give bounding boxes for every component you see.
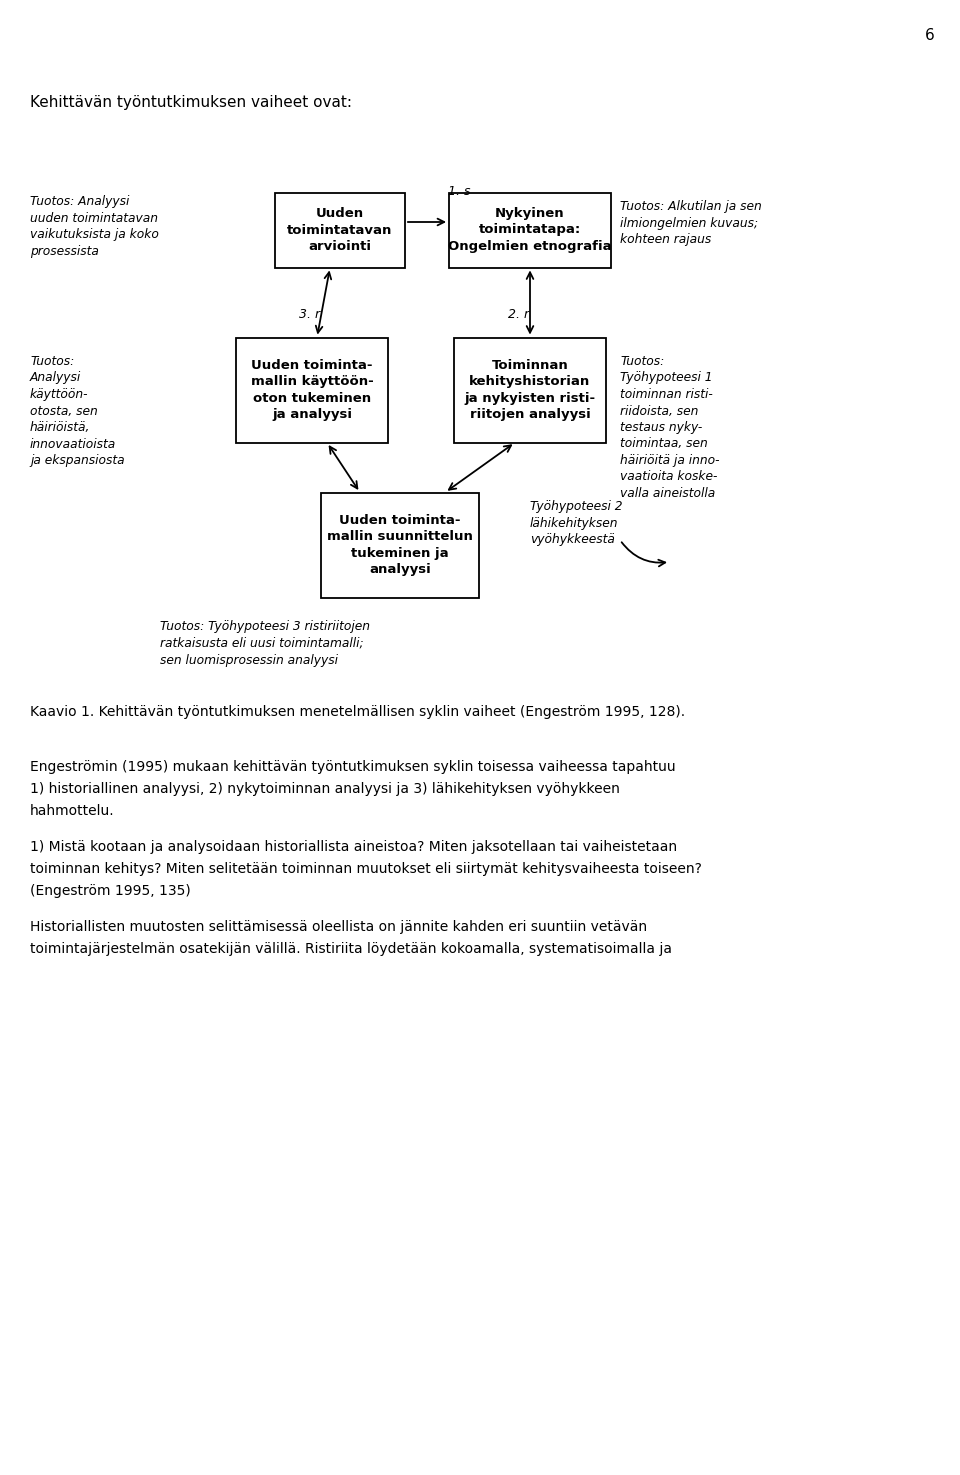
Text: Engeströmin (1995) mukaan kehittävän työntutkimuksen syklin toisessa vaiheessa t: Engeströmin (1995) mukaan kehittävän työ…: [30, 760, 676, 774]
Text: Kehittävän työntutkimuksen vaiheet ovat:: Kehittävän työntutkimuksen vaiheet ovat:: [30, 94, 352, 111]
Text: 3. r: 3. r: [300, 308, 321, 322]
Text: Tuotos: Analyysi
uuden toimintatavan
vaikutuksista ja koko
prosessista: Tuotos: Analyysi uuden toimintatavan vai…: [30, 195, 158, 258]
Bar: [449, 193, 611, 267]
Text: toimintajärjestelmän osatekijän välillä. Ristiriita löydetään kokoamalla, system: toimintajärjestelmän osatekijän välillä.…: [30, 943, 672, 956]
Text: Uuden toiminta-
mallin suunnittelun
tukeminen ja
analyysi: Uuden toiminta- mallin suunnittelun tuke…: [327, 513, 473, 577]
Text: 6: 6: [925, 28, 935, 43]
Text: Tuotos:
Työhypoteesi 1
toiminnan risti-
riidoista, sen
testaus nyky-
toimintaa, : Tuotos: Työhypoteesi 1 toiminnan risti- …: [620, 355, 719, 500]
Text: Uuden
toimintatavan
arviointi: Uuden toimintatavan arviointi: [287, 207, 393, 254]
Text: Työhypoteesi 2
lähikehityksen
vyöhykkeestä: Työhypoteesi 2 lähikehityksen vyöhykkees…: [530, 500, 622, 546]
Text: Tuotos:
Analyysi
käyttöön-
otosta, sen
häiriöistä,
innovaatioista
ja ekspansiost: Tuotos: Analyysi käyttöön- otosta, sen h…: [30, 355, 125, 468]
Text: Uuden toiminta-
mallin käyttöön-
oton tukeminen
ja analyysi: Uuden toiminta- mallin käyttöön- oton tu…: [251, 358, 373, 422]
Bar: [321, 493, 479, 597]
Text: Tuotos: Alkutilan ja sen
ilmiongelmien kuvaus;
kohteen rajaus: Tuotos: Alkutilan ja sen ilmiongelmien k…: [620, 201, 761, 246]
Text: Toiminnan
kehityshistorian
ja nykyisten risti-
riitojen analyysi: Toiminnan kehityshistorian ja nykyisten …: [465, 358, 595, 422]
Text: Kaavio 1. Kehittävän työntutkimuksen menetelmällisen syklin vaiheet (Engeström 1: Kaavio 1. Kehittävän työntutkimuksen men…: [30, 705, 685, 718]
Bar: [236, 338, 388, 442]
Text: Tuotos: Työhypoteesi 3 ristiriitojen
ratkaisusta eli uusi toimintamalli;
sen luo: Tuotos: Työhypoteesi 3 ristiriitojen rat…: [160, 620, 370, 667]
Text: Nykyinen
toimintatapa:
Ongelmien etnografia: Nykyinen toimintatapa: Ongelmien etnogra…: [448, 207, 612, 254]
Text: toiminnan kehitys? Miten selitetään toiminnan muutokset eli siirtymät kehitysvai: toiminnan kehitys? Miten selitetään toim…: [30, 861, 702, 876]
Text: 1) historiallinen analyysi, 2) nykytoiminnan analyysi ja 3) lähikehityksen vyöhy: 1) historiallinen analyysi, 2) nykytoimi…: [30, 782, 620, 796]
Bar: [454, 338, 606, 442]
Text: 2. r: 2. r: [508, 308, 529, 322]
Text: 1. s: 1. s: [448, 184, 470, 198]
Text: (Engeström 1995, 135): (Engeström 1995, 135): [30, 884, 191, 898]
Text: 1) Mistä kootaan ja analysoidaan historiallista aineistoa? Miten jaksotellaan ta: 1) Mistä kootaan ja analysoidaan histori…: [30, 839, 677, 854]
Bar: [275, 193, 405, 267]
Text: Historiallisten muutosten selittämisessä oleellista on jännite kahden eri suunti: Historiallisten muutosten selittämisessä…: [30, 920, 647, 934]
Text: hahmottelu.: hahmottelu.: [30, 804, 114, 819]
